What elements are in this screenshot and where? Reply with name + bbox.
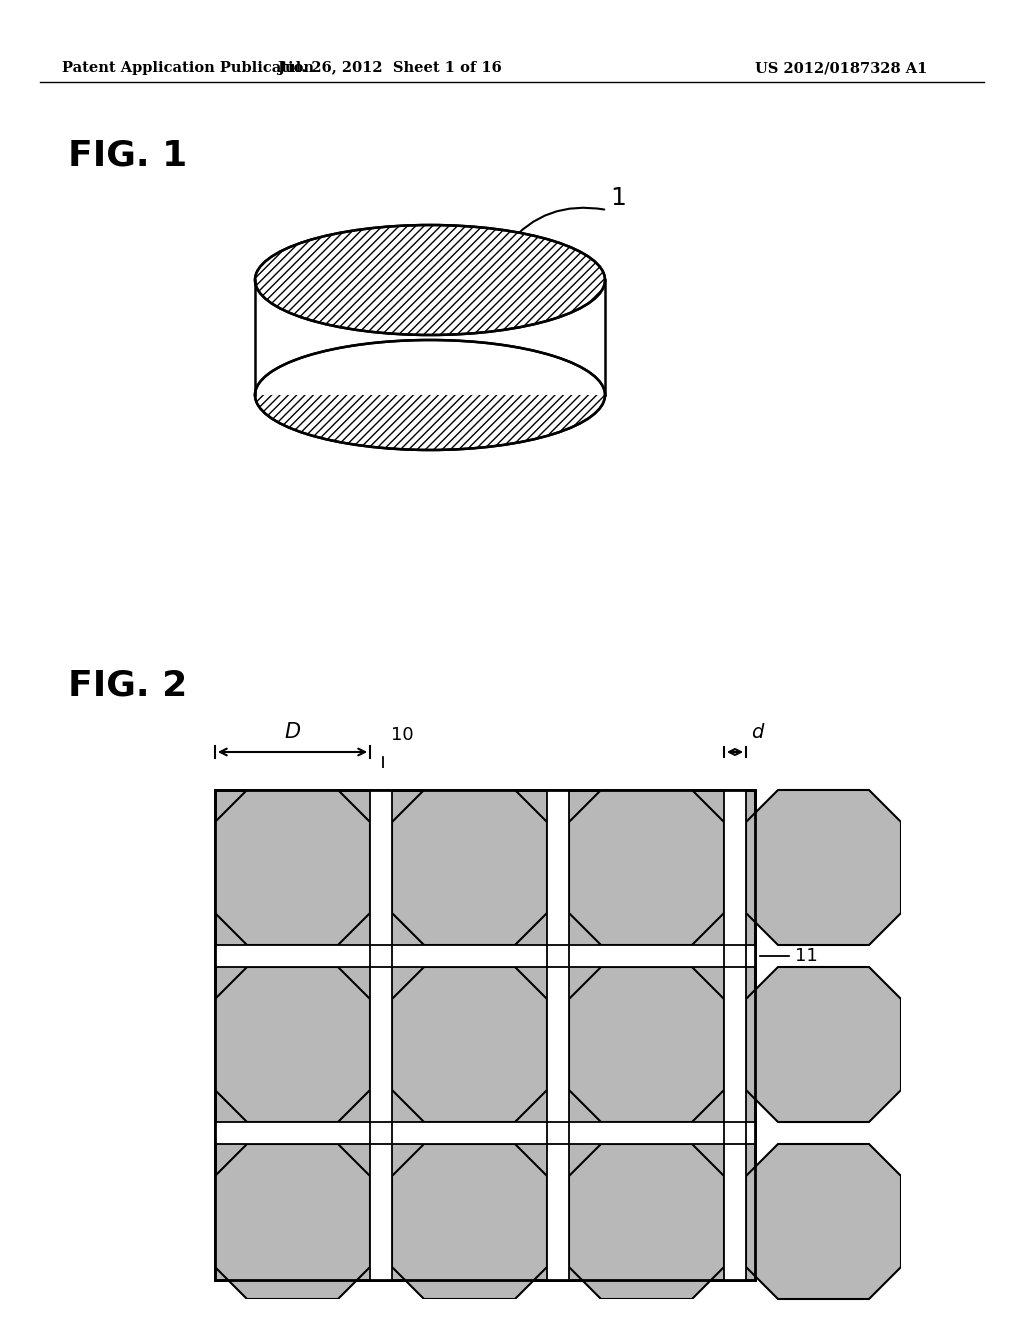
Bar [547, 789, 569, 1280]
Ellipse shape [255, 224, 605, 335]
Ellipse shape [255, 341, 605, 450]
Polygon shape [255, 341, 605, 395]
Bar [724, 789, 746, 1280]
Polygon shape [569, 968, 724, 1122]
Polygon shape [392, 1144, 547, 1299]
Polygon shape [746, 789, 901, 945]
Text: Jul. 26, 2012  Sheet 1 of 16: Jul. 26, 2012 Sheet 1 of 16 [279, 61, 502, 75]
Polygon shape [215, 968, 370, 1122]
Text: 11: 11 [795, 946, 818, 965]
Polygon shape [255, 280, 605, 395]
Bar [901, 789, 923, 1280]
Polygon shape [569, 789, 724, 945]
Bar [193, 789, 215, 1280]
Bar [215, 1122, 755, 1144]
Text: 1: 1 [610, 186, 626, 210]
Text: 10: 10 [391, 726, 414, 744]
Text: FIG. 2: FIG. 2 [68, 668, 187, 702]
Polygon shape [255, 280, 605, 395]
Ellipse shape [255, 341, 605, 450]
Text: Patent Application Publication: Patent Application Publication [62, 61, 314, 75]
Polygon shape [392, 789, 547, 945]
Text: FIG. 1: FIG. 1 [68, 139, 187, 172]
Text: D: D [285, 722, 301, 742]
Bar [215, 1299, 755, 1320]
Polygon shape [215, 789, 370, 945]
Bar [215, 945, 755, 968]
Bar [215, 789, 755, 1280]
Polygon shape [392, 968, 547, 1122]
Polygon shape [746, 968, 901, 1122]
Bar [370, 789, 392, 1280]
Polygon shape [215, 1144, 370, 1299]
Polygon shape [746, 1144, 901, 1299]
Bar [215, 768, 755, 789]
Text: US 2012/0187328 A1: US 2012/0187328 A1 [755, 61, 928, 75]
Text: d: d [751, 723, 763, 742]
Polygon shape [569, 1144, 724, 1299]
Bar [215, 789, 755, 1280]
